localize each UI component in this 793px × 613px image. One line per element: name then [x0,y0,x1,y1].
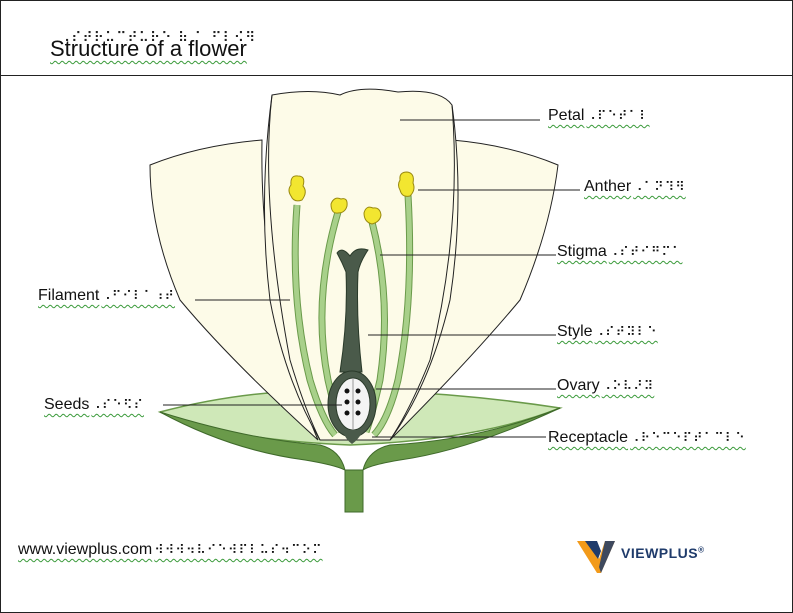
label-style-braille: ⠠⠎⠞⠽⠇⠑ [594,325,658,340]
label-stigma-text: Stigma [557,243,607,260]
logo-wordmark: VIEWPLUS [621,545,699,561]
filament-outer-right-fill [372,194,413,437]
page-title: Structure of a flower [50,36,247,61]
footer-url-text[interactable]: www.viewplus.com [18,541,153,558]
seed [344,399,350,405]
label-petal-braille: ⠠⠏⠑⠞⠁⠇ [586,109,650,124]
label-anther-braille: ⠠⠁⠝⠹⠻ [633,180,686,195]
footer-url-braille: ⠺⠺⠺⠲⠧⠊⠑⠺⠏⠇⠥⠎⠲⠉⠕⠍ [154,543,323,558]
label-stigma: Stigma ⠠⠎⠞⠊⠛⠍⠁ [557,243,682,261]
filament-outer-left-fill [292,204,337,437]
pistil-style [336,248,369,373]
seed [355,410,361,416]
label-receptacle: Receptacle ⠠⠗⠑⠉⠑⠏⠞⠁⠉⠇⠑ [548,429,746,447]
viewplus-logo-text: VIEWPLUS® [621,545,705,561]
leader-lines [163,119,580,438]
label-seeds-text: Seeds [44,396,90,413]
label-petal-text: Petal [548,107,585,124]
label-filament: Filament ⠠⠋⠊⠇⠁⠰⠞ [38,287,175,305]
label-petal: Petal ⠠⠏⠑⠞⠁⠇ [548,107,650,125]
anther-4 [398,171,415,197]
label-receptacle-braille: ⠠⠗⠑⠉⠑⠏⠞⠁⠉⠇⠑ [630,431,746,446]
label-receptacle-text: Receptacle [548,429,629,446]
logo-registered-mark: ® [698,545,705,555]
anther-1 [288,175,306,202]
label-ovary-braille: ⠠⠕⠧⠜⠽ [601,379,655,394]
label-stigma-braille: ⠠⠎⠞⠊⠛⠍⠁ [608,245,683,260]
title-braille: ⠠⠎⠞⠗⠥⠉⠞⠥⠗⠑ ⠷ ⠁ ⠋⠇⠪⠻ [60,30,257,46]
label-filament-braille: ⠠⠋⠊⠇⠁⠰⠞ [101,289,176,304]
seed [344,388,350,394]
stem [159,407,561,513]
label-anther: Anther ⠠⠁⠝⠹⠻ [584,178,686,196]
anther-3 [363,206,382,225]
label-ovary-text: Ovary [557,377,600,394]
label-ovary: Ovary ⠠⠕⠧⠜⠽ [557,377,654,395]
label-seeds: Seeds ⠠⠎⠑⠫⠎ [44,396,144,414]
seed [355,399,361,405]
seed [355,388,361,394]
anther-2 [330,197,348,214]
label-filament-text: Filament [38,287,100,304]
seed [344,410,350,416]
label-style: Style ⠠⠎⠞⠽⠇⠑ [557,323,658,341]
seeds-group [344,388,361,416]
petal-fold-right [389,104,455,441]
title-divider [0,75,793,76]
label-anther-text: Anther [584,178,632,195]
viewplus-logo-icon [577,541,615,573]
pistil-stalk [342,430,364,444]
label-style-text: Style [557,323,593,340]
label-seeds-braille: ⠠⠎⠑⠫⠎ [91,398,144,413]
footer-url[interactable]: www.viewplus.com ⠺⠺⠺⠲⠧⠊⠑⠺⠏⠇⠥⠎⠲⠉⠕⠍ [18,541,323,559]
petal-fold-left [268,94,321,441]
